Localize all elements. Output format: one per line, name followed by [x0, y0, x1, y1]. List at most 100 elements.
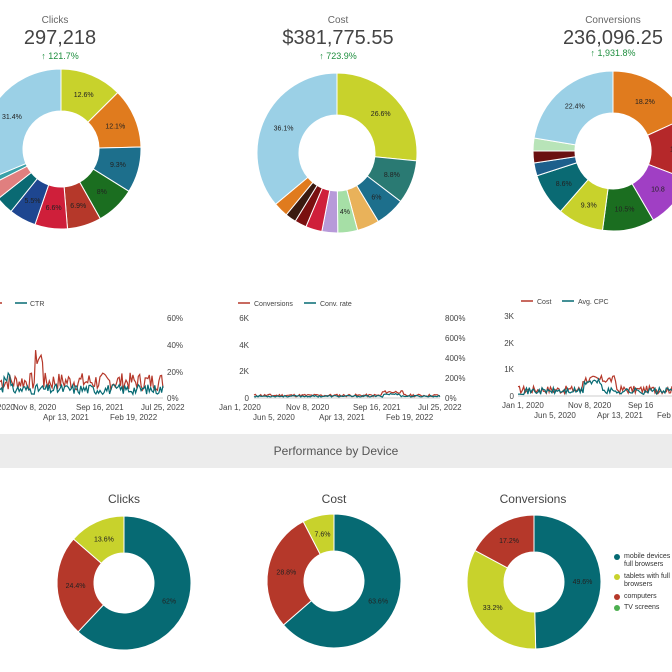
donut-device-clicks: 62% 24.4% 13.6% [56, 515, 192, 651]
donut-slice [533, 514, 602, 650]
y-tick-left: 6K [239, 314, 249, 323]
kpi-conversions-value: 236,096.25 [562, 27, 664, 49]
y-tick-left: 0 [245, 394, 250, 403]
kpi-clicks-delta-value: 121.7% [48, 51, 79, 61]
slice-label: 4% [340, 209, 350, 216]
x-tick: Apr 13, 2021 [43, 413, 89, 422]
slice-label: 28.8% [276, 569, 296, 576]
donut-slice [336, 72, 418, 162]
legend-label-cost: Cost [537, 299, 551, 306]
x-tick: Sep 16, 2021 [76, 403, 124, 412]
legend-label-conversions: Conversions [254, 301, 293, 308]
slice-label: 8.8% [384, 172, 400, 179]
kpi-clicks-title: Clicks [41, 15, 69, 26]
legend-dot-icon [614, 574, 620, 580]
y-tick-left: 2K [504, 339, 514, 348]
kpi-conversions-delta: ↑ 1,931.8% [563, 48, 663, 58]
slice-label: 24.4% [66, 583, 86, 590]
legend-label: tablets with full browsers [624, 573, 670, 588]
line-chart-conversions: Conversions Conv. rate 6K 4K 2K 0 800% 6… [219, 301, 465, 422]
slice-label: 26.6% [371, 111, 391, 118]
donut-slice [77, 515, 192, 651]
donut-clicks-channel: 12.6% 12.1% 9.3% 8% 6.9% 6.6% 5.5% 31.4% [0, 68, 142, 230]
slice-label: 7.6% [315, 531, 331, 538]
legend-label: TV screens [624, 604, 660, 611]
x-tick: Jan 1, 2020 [219, 403, 261, 412]
line-chart-ctr: CTR 60% 40% 20% 0% 2020 Nov 8, 2020 Sep … [0, 301, 185, 422]
slice-label: 31.4% [2, 114, 22, 121]
y-tick-right: 400% [445, 354, 465, 363]
slice-label: 6.9% [70, 203, 86, 210]
donut-slice [56, 538, 105, 633]
legend-item-tablets: tablets with full browsers [614, 573, 672, 589]
slice-label: 12.6% [74, 92, 94, 99]
slice-label: 6.6% [46, 205, 62, 212]
x-tick: Apr 13, 2021 [319, 413, 365, 422]
x-tick: Sep 16 [628, 401, 654, 410]
x-tick: Sep 16, 2021 [353, 403, 401, 412]
donut-slice [72, 515, 125, 565]
x-tick: 2020 [0, 403, 15, 412]
legend-label-ctr: CTR [30, 301, 44, 308]
y-tick-left: 1K [504, 365, 514, 374]
slice-label: 1 [670, 147, 672, 154]
x-tick: Feb 19, 2022 [110, 413, 158, 422]
donut-slice [0, 68, 62, 175]
legend-item-computers: computers [614, 593, 672, 601]
donut-cost-channel: 26.6% 8.8% 6% 4% 36.1% [256, 72, 418, 234]
donut-slice [474, 514, 535, 569]
device-cost-title: Cost [321, 492, 347, 506]
donut-slice [256, 72, 338, 205]
x-tick: Jul 25, 2022 [418, 403, 462, 412]
y-tick-right: 0% [167, 394, 179, 403]
y-tick-right: 40% [167, 341, 183, 350]
up-arrow-icon: ↑ [590, 48, 595, 58]
legend-label: computers [624, 593, 657, 600]
device-clicks-title: Clicks [108, 492, 140, 506]
series-line [517, 377, 672, 396]
slice-label: 8.6% [556, 181, 572, 188]
slice-label: 33.2% [483, 605, 503, 612]
kpi-conversions-delta-value: 1,931.8% [597, 48, 636, 58]
kpi-conversions-title: Conversions [585, 15, 641, 26]
y-tick-right: 200% [445, 374, 465, 383]
slice-label: 22.4% [565, 104, 585, 111]
y-tick-left: 4K [239, 341, 249, 350]
y-tick-right: 800% [445, 314, 465, 323]
x-tick: Feb 19, 2022 [386, 413, 434, 422]
kpi-clicks-delta: ↑ 121.7% [10, 51, 110, 61]
x-tick: Jun 5, 2020 [253, 413, 295, 422]
slice-label: 10.8 [651, 187, 665, 194]
section-title: Performance by Device [273, 444, 399, 458]
series-line [253, 392, 441, 398]
x-tick: Jan 1, 2020 [502, 401, 544, 410]
slice-label: 62% [162, 598, 176, 605]
x-tick: Apr 13, 2021 [597, 411, 643, 420]
slice-label: 49.6% [573, 579, 593, 586]
x-tick: Feb [657, 411, 671, 420]
y-tick-left: 0 [510, 392, 515, 401]
donut-slice [646, 123, 672, 175]
legend-label: mobile devices with full browsers [624, 553, 672, 568]
legend-item-tv: TV screens [614, 604, 672, 612]
y-tick-left: 2K [239, 367, 249, 376]
donut-slice [266, 520, 321, 626]
up-arrow-icon: ↑ [319, 51, 324, 61]
x-tick: Nov 8, 2020 [568, 401, 612, 410]
y-tick-right: 600% [445, 334, 465, 343]
legend-dot-icon [614, 594, 620, 600]
x-tick: Jul 25, 2022 [141, 403, 185, 412]
donut-device-conversions: 49.6% 33.2% 17.2% [466, 514, 602, 650]
donut-slice [466, 549, 537, 650]
y-tick-right: 0% [445, 394, 457, 403]
kpi-cost-title: Cost [327, 15, 349, 26]
donut-slice [533, 70, 614, 146]
series-line [0, 371, 164, 397]
slice-label: 8% [97, 189, 107, 196]
donut-slice [302, 513, 335, 556]
slice-label: 63.6% [368, 599, 388, 606]
x-tick: Jun 5, 2020 [534, 411, 576, 420]
donut-conversions-channel: 18.2% 1 10.8 10.5% 9.3% 8.6% 22.4% [532, 70, 672, 232]
y-tick-right: 60% [167, 314, 183, 323]
legend-dot-icon [614, 605, 620, 611]
